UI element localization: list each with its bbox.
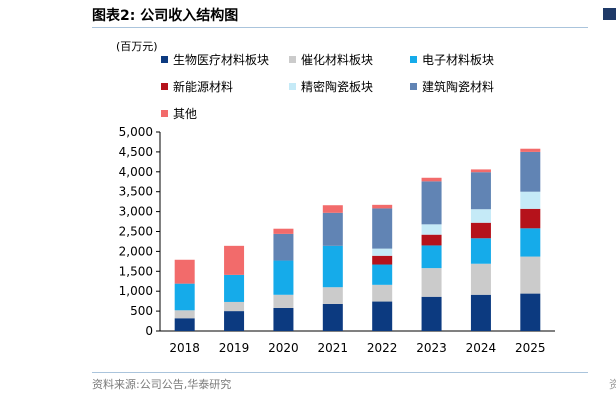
figure-title: 图表2: 公司收入结构图 <box>92 8 239 24</box>
bar-segment <box>421 234 442 246</box>
y-tick-label: 500 <box>130 304 153 318</box>
bar-segment <box>322 303 343 331</box>
x-tick-label: 2022 <box>367 341 398 355</box>
y-tick-label: 3,000 <box>119 205 153 219</box>
y-axis-unit-label: (百万元) <box>116 40 158 53</box>
title-divider <box>92 27 588 28</box>
adjacent-page-edge-mark <box>603 8 616 20</box>
bar-segment <box>421 245 442 269</box>
bar-segment <box>372 301 393 331</box>
legend-swatch <box>289 56 296 63</box>
bar-segment <box>520 228 541 257</box>
bar-segment <box>372 204 393 209</box>
y-tick-label: 1,000 <box>119 284 153 298</box>
y-tick-label: 0 <box>145 324 153 338</box>
y-tick-label: 4,000 <box>119 165 153 179</box>
y-tick-label: 1,500 <box>119 264 153 278</box>
bar-segment <box>174 310 195 319</box>
x-tick-label: 2024 <box>466 341 497 355</box>
bar-segment <box>322 205 343 213</box>
bar-segment <box>520 191 541 209</box>
bar-segment <box>372 208 393 249</box>
bar-segment <box>520 293 541 331</box>
bar-segment <box>470 169 491 173</box>
bar-segment <box>273 228 294 234</box>
bar-segment <box>224 301 245 312</box>
x-tick-label: 2020 <box>268 341 299 355</box>
adjacent-page-edge-text: 资 <box>609 378 616 391</box>
bar-segment <box>470 172 491 210</box>
legend-label: 建筑陶瓷材料 <box>422 79 494 94</box>
bar-segment <box>273 233 294 261</box>
bar-segment <box>421 296 442 331</box>
bar-segment <box>421 268 442 297</box>
legend-label: 新能源材料 <box>173 79 233 94</box>
x-tick-label: 2021 <box>318 341 349 355</box>
x-tick-label: 2025 <box>515 341 546 355</box>
y-tick-label: 2,000 <box>119 244 153 258</box>
y-tick-label: 3,500 <box>119 185 153 199</box>
x-tick-label: 2019 <box>219 341 250 355</box>
y-axis: 0 500 1,000 1,500 2,000 2,500 3,000 3,500 4,000 4… <box>119 125 161 338</box>
bar-segment <box>520 208 541 229</box>
bar-segment <box>174 318 195 331</box>
legend-swatch <box>410 83 417 90</box>
bar-segment <box>520 151 541 192</box>
legend-label: 精密陶瓷板块 <box>301 79 373 94</box>
bar-segment <box>322 287 343 304</box>
bar-segment <box>470 209 491 223</box>
legend-swatch <box>410 56 417 63</box>
bar-segment <box>224 274 245 302</box>
y-tick-label: 5,000 <box>119 125 153 139</box>
bar-segment <box>224 311 245 331</box>
bar-segment <box>372 284 393 302</box>
bar-segment <box>421 181 442 225</box>
bar-segment <box>372 255 393 265</box>
bar-segment <box>470 238 491 264</box>
legend-label: 电子材料板块 <box>422 53 494 67</box>
source-note: 资料来源:公司公告,华泰研究 <box>92 378 232 391</box>
bar-segment <box>174 259 195 284</box>
y-tick-label: 2,500 <box>119 225 153 239</box>
bar-segment <box>421 177 442 182</box>
bar-segment <box>273 307 294 331</box>
legend-swatch <box>289 83 296 90</box>
bar-segment <box>174 283 195 311</box>
bar-segment <box>372 248 393 256</box>
bar-segment <box>224 245 245 275</box>
x-tick-label: 2018 <box>169 341 200 355</box>
legend-label: 其他 <box>173 107 197 121</box>
bar-segment <box>421 224 442 235</box>
bar-segment <box>322 212 343 246</box>
y-tick-label: 4,500 <box>119 145 153 159</box>
bar-segment <box>322 245 343 288</box>
legend-swatch <box>161 110 168 117</box>
legend-swatch <box>161 83 168 90</box>
bar-segment <box>470 263 491 295</box>
bar-segment <box>520 256 541 294</box>
bar-segment <box>273 294 294 308</box>
bar-segment <box>273 260 294 295</box>
legend-label: 催化材料板块 <box>301 53 373 67</box>
legend-label: 生物医疗材料板块 <box>173 53 269 67</box>
source-divider <box>92 372 588 373</box>
bar-segment <box>470 222 491 239</box>
x-axis: 2018 2019 2020 2021 2022 2023 2024 2025 <box>160 330 555 355</box>
bars <box>174 148 541 331</box>
bar-segment <box>520 148 541 152</box>
bar-segment <box>372 264 393 285</box>
x-tick-label: 2023 <box>416 341 447 355</box>
legend-swatch <box>161 56 168 63</box>
bar-segment <box>470 294 491 331</box>
